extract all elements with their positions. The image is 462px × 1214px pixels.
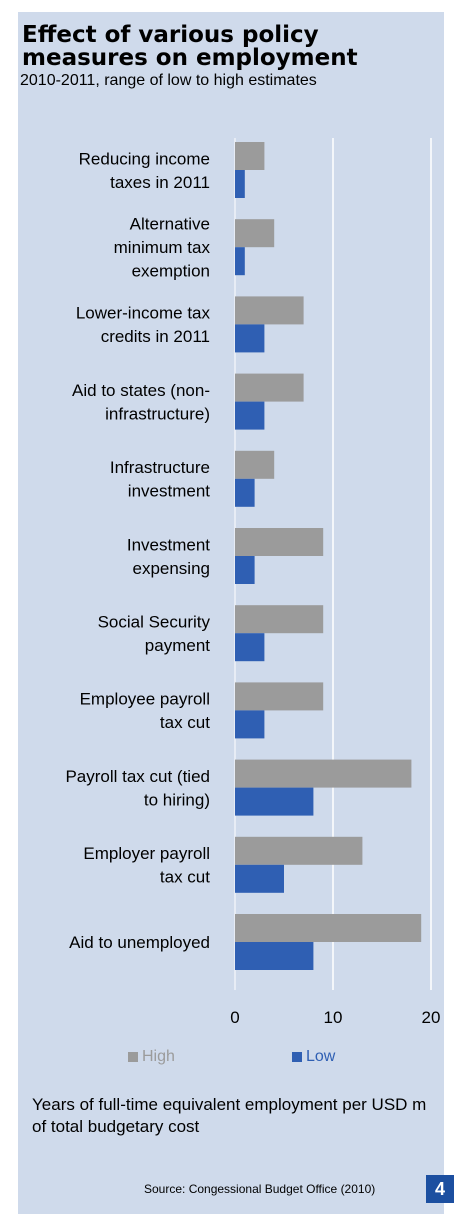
category-label: Social Security payment	[98, 612, 211, 655]
category-label: Infrastructure investment	[110, 458, 210, 501]
bar-low	[235, 710, 265, 739]
bar-low	[235, 324, 265, 353]
category-label: Investment expensing	[127, 535, 210, 578]
category-label: Reducing income taxes in 2011	[79, 149, 210, 192]
bar-low	[235, 247, 245, 276]
bar-low	[235, 942, 314, 970]
bar-high	[235, 528, 324, 556]
bar-low	[235, 556, 255, 584]
bar-high	[235, 373, 304, 402]
chart-subtitle: 2010-2011, range of low to high estimate…	[20, 72, 317, 89]
bar-low	[235, 864, 284, 893]
bar-low	[235, 787, 314, 816]
legend-swatch-high	[128, 1052, 138, 1062]
x-tick-label: 20	[422, 1008, 441, 1027]
category-label: Aid to unemployed	[69, 933, 210, 952]
legend-item-high: High	[128, 1048, 175, 1066]
bar-high	[235, 219, 275, 248]
bar-low	[235, 478, 255, 507]
category-label: Employee payroll tax cut	[80, 690, 211, 733]
x-tick-label: 10	[324, 1008, 343, 1027]
category-label: Lower-income tax credits in 2011	[76, 304, 211, 347]
bar-high	[235, 682, 324, 711]
legend-label-low: Low	[306, 1048, 336, 1065]
axis-description: Years of full-time equivalent employment…	[32, 1095, 427, 1136]
legend-item-low: Low	[292, 1048, 335, 1066]
source-note: Source: Congessional Budget Office (2010…	[144, 1182, 376, 1196]
category-label: Payroll tax cut (tied to hiring)	[65, 767, 210, 810]
page-number-badge: 4	[426, 1175, 454, 1203]
bar-high	[235, 914, 422, 942]
bar-high	[235, 759, 412, 788]
bar-high	[235, 296, 304, 325]
category-label: Alternative minimum tax exemption	[114, 215, 211, 281]
chart-title: Effect of various policy measures on emp…	[22, 22, 358, 71]
category-label: Aid to states (non-infrastructure)	[72, 381, 210, 424]
bar-high	[235, 605, 324, 634]
x-tick-label: 0	[230, 1008, 239, 1027]
bar-low	[235, 633, 265, 662]
bar-low	[235, 170, 245, 198]
bar-high	[235, 450, 275, 479]
chart-panel	[18, 12, 444, 1214]
bar-high	[235, 836, 363, 865]
bar-low	[235, 401, 265, 430]
legend-label-high: High	[142, 1048, 175, 1065]
legend-swatch-low	[292, 1052, 302, 1062]
category-label: Employer payroll tax cut	[83, 844, 210, 887]
bar-high	[235, 142, 265, 170]
